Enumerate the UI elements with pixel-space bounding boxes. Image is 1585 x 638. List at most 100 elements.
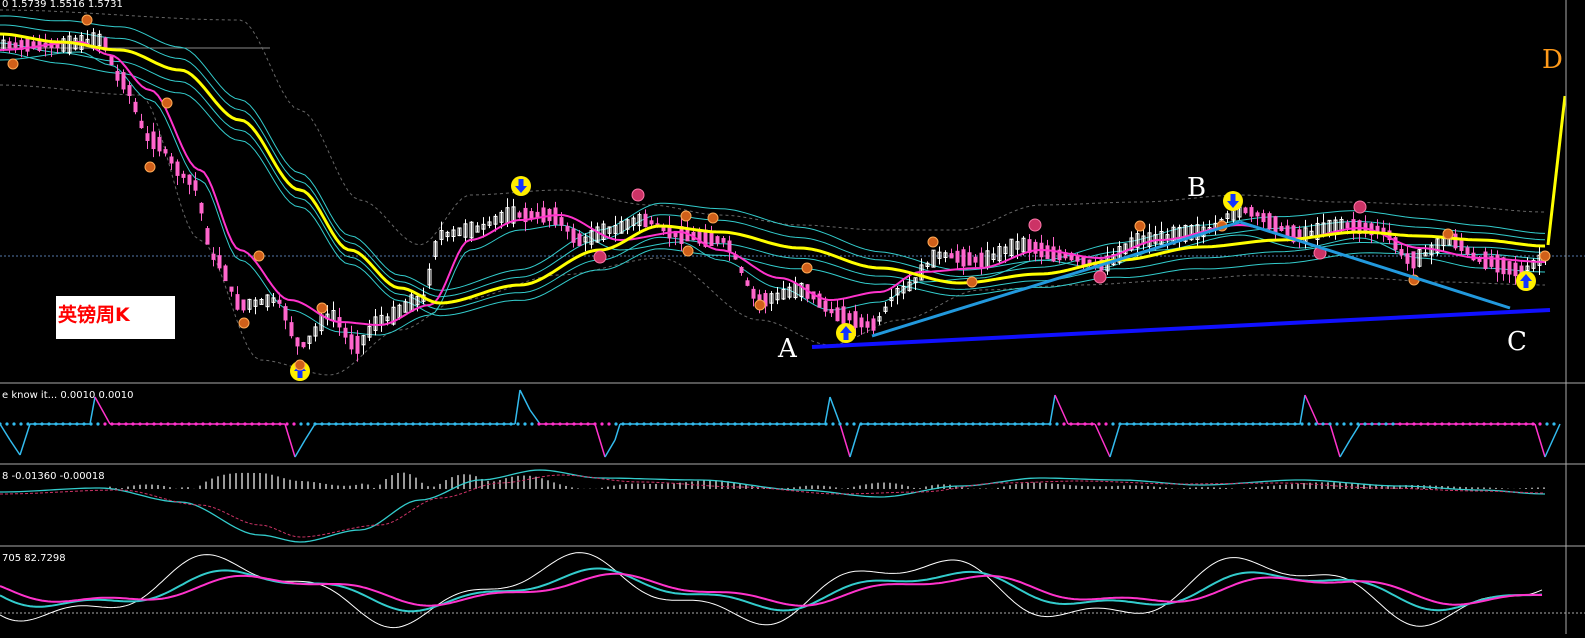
candle-body <box>1261 213 1266 223</box>
candle-body <box>463 223 468 238</box>
candle-body <box>415 295 420 306</box>
candle-body <box>121 72 126 90</box>
candle-body <box>709 232 714 246</box>
candle-body <box>1393 237 1398 250</box>
step-segment <box>594 423 606 458</box>
candle-body <box>385 316 390 322</box>
step-dot <box>950 422 954 426</box>
candle-body <box>1483 251 1488 270</box>
step-dot <box>1202 422 1206 426</box>
step-dot <box>145 422 149 426</box>
step-dot <box>5 422 9 426</box>
step-dot <box>460 422 464 426</box>
fractal-dot-icon <box>7 58 19 70</box>
step-dot <box>47 422 51 426</box>
step-dot <box>1356 422 1360 426</box>
candle-body <box>169 156 174 164</box>
candle-body <box>157 136 162 152</box>
step-dot <box>194 422 198 426</box>
candle-body <box>1399 249 1404 256</box>
candle-body <box>175 161 180 176</box>
step-dot <box>425 422 429 426</box>
candle-body <box>349 334 354 350</box>
wave-label-b: B <box>1187 173 1206 203</box>
step-dot <box>957 422 961 426</box>
stochastic-panel[interactable]: 705 82.7298 <box>0 552 1585 629</box>
candle-body <box>97 33 102 47</box>
step-dot <box>453 422 457 426</box>
step-segment <box>1109 423 1121 458</box>
candle-body <box>685 229 690 242</box>
step-dot <box>810 422 814 426</box>
step-dot <box>705 422 709 426</box>
candle-body <box>1033 241 1038 254</box>
step-segment <box>1049 394 1056 425</box>
step-dot <box>733 422 737 426</box>
step-dot <box>222 422 226 426</box>
step-dot <box>1426 422 1430 426</box>
step-dot <box>166 422 170 426</box>
step-dot <box>159 422 163 426</box>
candle-body <box>7 41 12 49</box>
candle-body <box>163 149 168 154</box>
candle-body <box>475 225 480 233</box>
support-trendline <box>811 308 1551 349</box>
candle-body <box>67 35 72 54</box>
macd-lines <box>0 469 1546 543</box>
candle-body <box>625 219 630 230</box>
step-dot <box>12 422 16 426</box>
candle-body <box>955 250 960 263</box>
step-dot <box>509 422 513 426</box>
candle-body <box>1525 265 1530 271</box>
candle-body <box>895 287 900 296</box>
step-dot <box>327 422 331 426</box>
wave-label-c: C <box>1507 327 1527 357</box>
step-dot <box>1104 422 1108 426</box>
candle-body <box>787 286 792 298</box>
step-dot <box>516 422 520 426</box>
fractal-dot-icon <box>253 250 265 262</box>
candle-body <box>1123 243 1128 255</box>
main-price-panel[interactable]: A B C D 0 1.5739 1.5516 1.5731 <box>0 0 1585 381</box>
candle-body <box>487 221 492 226</box>
candle-body <box>211 253 216 260</box>
fractal-dot-icon <box>238 317 250 329</box>
candle-body <box>151 131 156 150</box>
candle-body <box>229 286 234 292</box>
step-dot <box>1258 422 1262 426</box>
candle-body <box>745 280 750 286</box>
step-segment <box>0 423 11 441</box>
fractal-dot-icon <box>316 302 328 314</box>
step-dot <box>1111 422 1115 426</box>
fractal-dot-icon <box>81 14 93 26</box>
step-dot <box>1475 422 1479 426</box>
candle-body <box>1471 252 1476 261</box>
candle-body <box>847 313 852 321</box>
falling-trendline-bc <box>1239 220 1511 310</box>
band-line-4 <box>0 51 1545 317</box>
step-dot <box>537 422 541 426</box>
step-dot <box>208 422 212 426</box>
wave-label-a: A <box>777 334 798 364</box>
candle-body <box>343 327 348 338</box>
candle-body <box>1021 237 1026 253</box>
candle-body <box>649 220 654 225</box>
candle-body <box>145 133 150 141</box>
step-indicator-panel[interactable]: e know it... 0.0010 0.0010 <box>0 389 1561 458</box>
step-dot <box>152 422 156 426</box>
step-dot <box>173 422 177 426</box>
step-dot <box>1496 422 1500 426</box>
candle-body <box>1411 251 1416 269</box>
step-dot <box>782 422 786 426</box>
step-dot <box>54 422 58 426</box>
step-dot <box>866 422 870 426</box>
step-indicator-lines <box>0 389 1561 458</box>
step-dot <box>642 422 646 426</box>
candle-body <box>1153 234 1158 244</box>
step-dot <box>446 422 450 426</box>
candle-body <box>1501 257 1506 275</box>
step-dot <box>306 422 310 426</box>
step-dot <box>999 422 1003 426</box>
macd-panel[interactable]: 8 -0.01360 -0.00018 <box>0 469 1546 543</box>
